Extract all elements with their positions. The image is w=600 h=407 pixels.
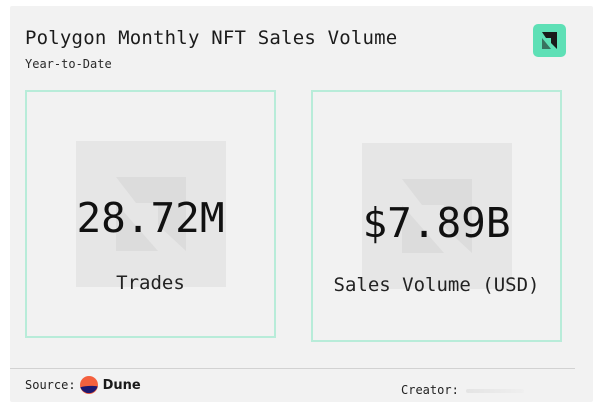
creator-label: Creator: [401, 383, 459, 397]
dune-logo-icon[interactable] [79, 376, 98, 394]
sales-volume-metric-card: $7.89B Sales Volume (USD) [311, 90, 562, 342]
sales-volume-label: Sales Volume (USD) [333, 274, 540, 296]
footer-divider [10, 368, 575, 369]
arrow-logo-icon [533, 24, 566, 57]
creator-name-redacted [466, 389, 524, 393]
sales-volume-value: $7.89B [362, 199, 511, 247]
watermark-logo-icon [75, 141, 226, 287]
source-name-link[interactable]: Dune [102, 377, 141, 393]
watermark-logo-icon [361, 143, 512, 289]
trades-metric-card: 28.72M Trades [25, 90, 276, 338]
source-attribution: Source: Dune [25, 376, 141, 394]
page-subtitle: Year-to-Date [25, 57, 112, 71]
trades-label: Trades [116, 272, 185, 294]
page-title: Polygon Monthly NFT Sales Volume [25, 27, 398, 49]
trades-value: 28.72M [76, 194, 225, 242]
source-label: Source: [25, 378, 76, 392]
